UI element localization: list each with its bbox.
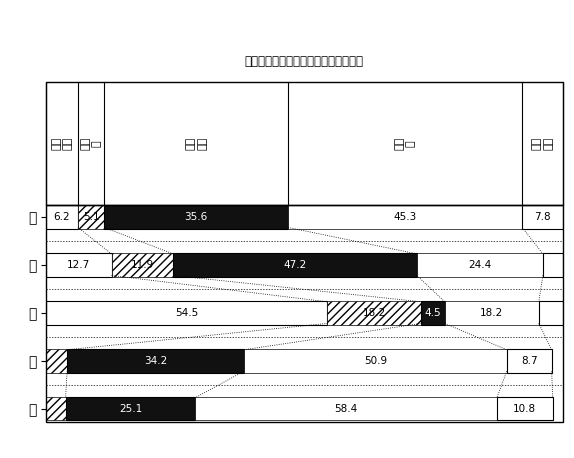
- Text: 58.4: 58.4: [335, 403, 358, 414]
- Bar: [522, 205, 563, 229]
- Bar: [539, 300, 563, 325]
- Text: 50.9: 50.9: [364, 355, 387, 365]
- Bar: [111, 253, 173, 277]
- Text: 7.8: 7.8: [534, 212, 550, 222]
- Bar: [78, 205, 104, 229]
- Bar: [46, 300, 328, 325]
- Text: 18.2: 18.2: [480, 308, 503, 317]
- Text: 18.2: 18.2: [363, 308, 386, 317]
- Bar: [46, 82, 563, 205]
- Text: 35.6: 35.6: [185, 212, 208, 222]
- Bar: [173, 253, 417, 277]
- Text: 4.5: 4.5: [425, 308, 441, 317]
- Bar: [328, 300, 421, 325]
- Bar: [195, 397, 497, 420]
- Bar: [104, 205, 288, 229]
- Bar: [65, 397, 195, 420]
- Bar: [497, 397, 553, 420]
- Text: 34.2: 34.2: [144, 355, 167, 365]
- Text: 8.7: 8.7: [521, 355, 537, 365]
- Text: 25.1: 25.1: [119, 403, 142, 414]
- Bar: [543, 253, 563, 277]
- Text: 検討
中: 検討 中: [394, 137, 416, 150]
- Text: 54.5: 54.5: [175, 308, 199, 317]
- Text: 策定
した: 策定 した: [51, 137, 73, 150]
- Bar: [46, 253, 111, 277]
- Text: 策定
予定: 策定 予定: [185, 137, 207, 150]
- Text: 6.2: 6.2: [53, 212, 70, 222]
- Text: 10.8: 10.8: [513, 403, 536, 414]
- Bar: [46, 205, 563, 422]
- Bar: [46, 349, 67, 372]
- Text: 47.2: 47.2: [284, 260, 307, 270]
- Text: 予定
なし: 予定 なし: [532, 137, 553, 150]
- Bar: [288, 205, 522, 229]
- Bar: [46, 205, 78, 229]
- Text: 図２　市区町村障害者計画の策定状況: 図２ 市区町村障害者計画の策定状況: [245, 55, 364, 68]
- Text: 45.3: 45.3: [394, 212, 417, 222]
- Bar: [507, 349, 552, 372]
- Text: 11.9: 11.9: [131, 260, 154, 270]
- Text: 5.1: 5.1: [83, 212, 99, 222]
- Bar: [421, 300, 445, 325]
- Text: 策定
中: 策定 中: [80, 137, 102, 150]
- Bar: [417, 253, 543, 277]
- Bar: [46, 397, 65, 420]
- Text: 12.7: 12.7: [67, 260, 90, 270]
- Bar: [445, 300, 539, 325]
- Bar: [67, 349, 244, 372]
- Bar: [244, 349, 507, 372]
- Text: 24.4: 24.4: [468, 260, 491, 270]
